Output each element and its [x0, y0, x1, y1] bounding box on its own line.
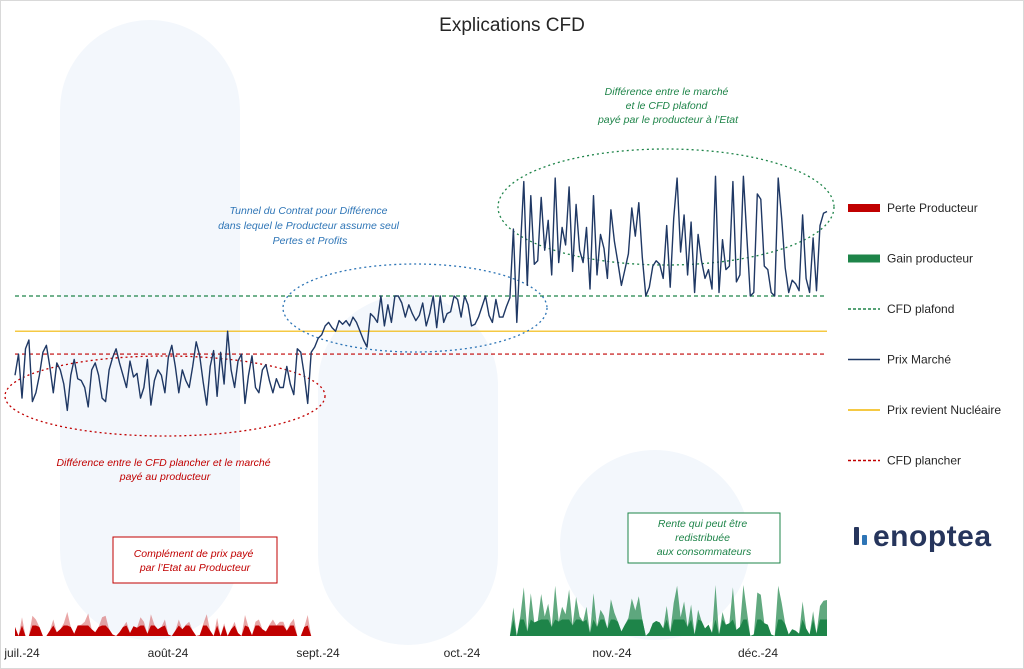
x-tick-label: déc.-24 — [738, 646, 778, 660]
legend: Perte Producteur Gain producteur CFD plafo… — [848, 201, 1001, 468]
note-rente: Rente qui peut être redistribuée aux con… — [657, 518, 752, 558]
plafond-ellipse — [497, 148, 835, 266]
legend-item: Prix revient Nucléaire — [848, 403, 1001, 417]
note-plafond: Différence entre le marché et le CFD pla… — [597, 86, 739, 126]
legend-label: Perte Producteur — [887, 201, 978, 215]
logo-mark-bar-1 — [854, 527, 859, 545]
chart-title: Explications CFD — [439, 15, 585, 36]
x-axis-ticks: juil.-24 août-24 sept.-24 oct.-24 nov.-24 déc… — [3, 646, 778, 660]
prix-marche-line — [14, 175, 828, 412]
legend-label: CFD plancher — [887, 454, 961, 468]
note-complement: Complément de prix payé par l’Etat au Pr… — [134, 548, 257, 574]
legend-item: Gain producteur — [848, 252, 973, 266]
plancher-ellipse — [4, 355, 326, 437]
box-rente — [627, 512, 781, 564]
x-tick-label: août-24 — [148, 646, 189, 660]
legend-item: CFD plafond — [848, 302, 954, 316]
perte-producteur-area — [15, 625, 827, 636]
enoptea-logo: enoptea — [854, 520, 992, 553]
logo-text: enoptea — [873, 520, 992, 553]
box-complement — [112, 536, 278, 584]
legend-label: Gain producteur — [887, 252, 973, 266]
logo-mark-bar-2 — [862, 535, 867, 545]
reference-lines — [15, 295, 827, 355]
bottom-area-chart — [15, 585, 827, 636]
annotation-ellipses — [4, 148, 835, 437]
gain-producteur-area — [15, 619, 827, 636]
background-watermark — [60, 20, 750, 645]
legend-label: Prix Marché — [887, 353, 951, 367]
legend-swatch — [848, 254, 880, 263]
legend-item: Prix Marché — [848, 353, 951, 367]
note-plancher: Différence entre le CFD plancher et le m… — [56, 457, 273, 483]
annotation-notes: Différence entre le CFD plancher et le m… — [56, 86, 781, 584]
legend-item: CFD plancher — [848, 454, 961, 468]
legend-label: Prix revient Nucléaire — [887, 403, 1001, 417]
legend-item: Perte Producteur — [848, 201, 978, 215]
tunnel-ellipse — [282, 263, 548, 353]
x-tick-label: juil.-24 — [3, 646, 40, 660]
legend-label: CFD plafond — [887, 302, 954, 316]
note-tunnel: Tunnel du Contrat pour Différence dans l… — [218, 205, 402, 247]
x-tick-label: oct.-24 — [444, 646, 481, 660]
legend-swatch — [848, 204, 880, 212]
x-tick-label: sept.-24 — [296, 646, 340, 660]
x-tick-label: nov.-24 — [592, 646, 631, 660]
